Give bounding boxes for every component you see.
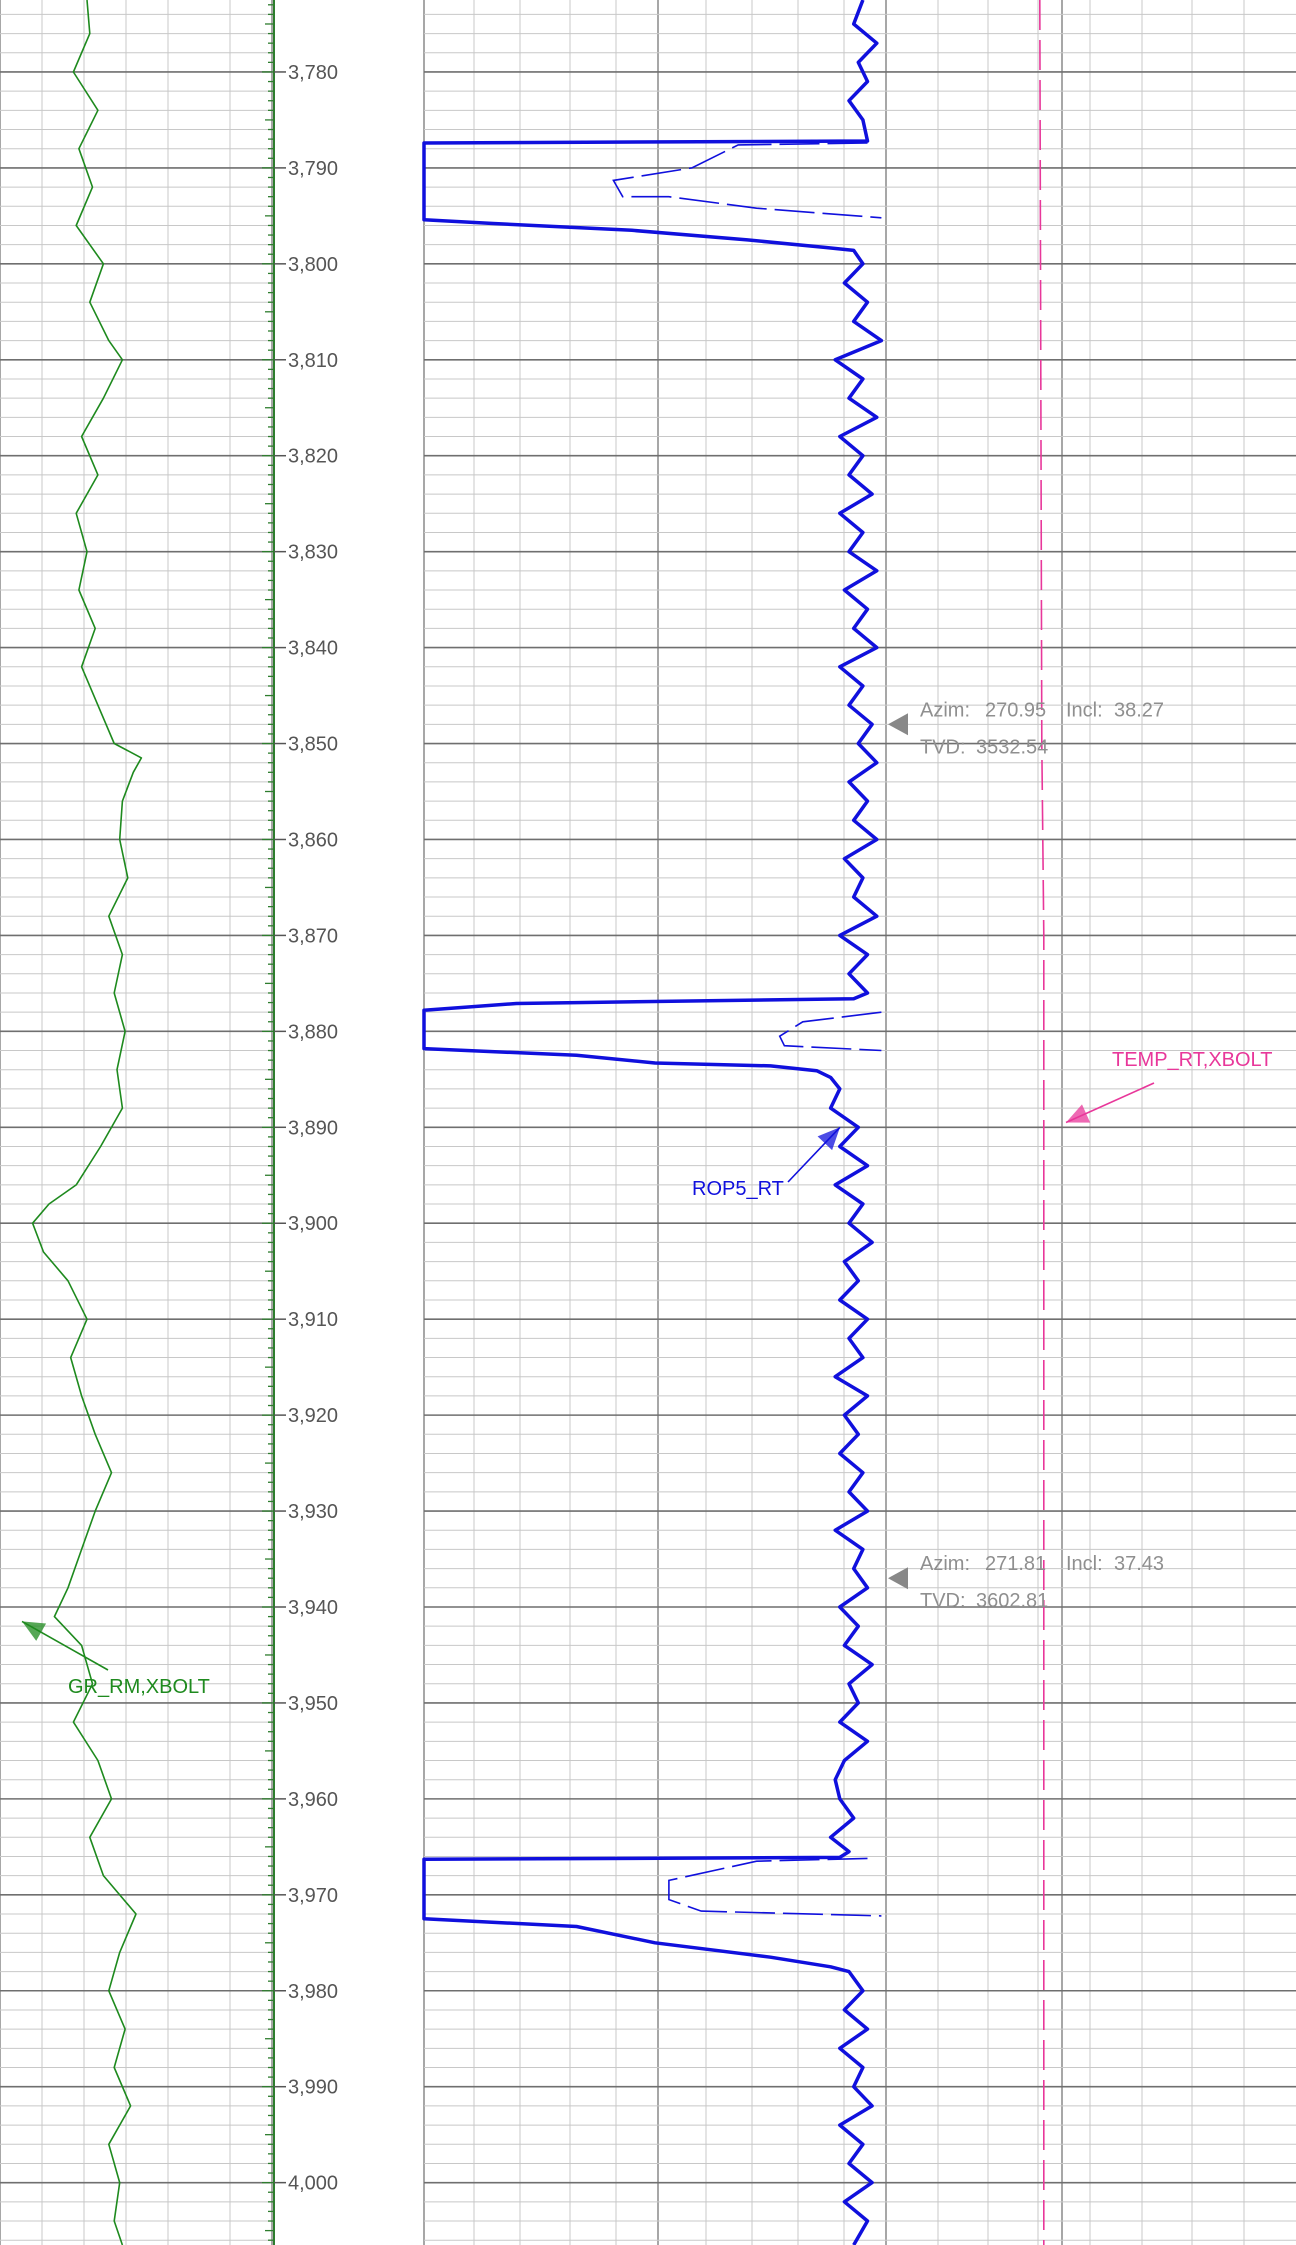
depth-tick-label: 3,810 [288, 350, 338, 372]
depth-tick-label: 3,950 [288, 1693, 338, 1715]
survey-marker-icon [888, 713, 908, 736]
tvd-label: TVD: [920, 1590, 966, 1612]
depth-tick-label: 3,860 [288, 829, 338, 851]
tvd-value: 3602.81 [976, 1590, 1048, 1612]
curves [31, 0, 1045, 2245]
incl-value: 38.27 [1114, 699, 1164, 721]
azim-value: 271.81 [985, 1553, 1046, 1575]
azim-value: 270.95 [985, 699, 1046, 721]
incl-label: Incl: [1066, 1553, 1103, 1575]
rop-secondary-curve [668, 1857, 882, 1917]
survey-marker-icon [888, 1567, 908, 1590]
depth-tick-label: 3,900 [288, 1213, 338, 1235]
rop-secondary-curve [778, 1011, 882, 1052]
curve-labels: GR_RM,XBOLT ROP5_RT TEMP_RT,XBOLT [21, 1049, 1272, 1698]
depth-tick-label: 3,830 [288, 542, 338, 564]
survey-annotations: Azim: 270.95 Incl: 38.27 TVD: 3532.54 Azim: 271… [888, 699, 1164, 1612]
depth-tick-label: 3,940 [288, 1597, 338, 1619]
depth-tick-label: 3,970 [288, 1885, 338, 1907]
depth-tick-label: 3,850 [288, 734, 338, 756]
rop-curve-label: ROP5_RT [692, 1178, 784, 1200]
depth-tick-label: 3,790 [288, 158, 338, 180]
rop-secondary-curve [612, 142, 882, 219]
depth-tick-label: 4,000 [288, 2173, 338, 2195]
tvd-value: 3532.54 [976, 736, 1048, 758]
rop-curve [422, 0, 884, 2245]
azim-label: Azim: [920, 699, 970, 721]
depth-tick-label: 3,980 [288, 1981, 338, 2003]
gr-curve-label: GR_RM,XBOLT [68, 1676, 210, 1698]
depth-tick-label: 3,890 [288, 1117, 338, 1139]
curve-label-arrow-icon [817, 1127, 840, 1151]
depth-tick-label: 3,910 [288, 1309, 338, 1331]
depth-tick-label: 3,780 [288, 62, 338, 84]
depth-tick-label: 3,820 [288, 446, 338, 468]
curve-label-arrow-icon [22, 1621, 47, 1641]
depth-tick-label: 3,870 [288, 925, 338, 947]
curve-label-arrow-icon [1066, 1104, 1091, 1123]
depth-tick-label: 3,880 [288, 1021, 338, 1043]
incl-label: Incl: [1066, 699, 1103, 721]
depth-track: 3,780 3,790 3,800 3,810 3,820 3,830 3,840 3,850… [262, 0, 338, 2245]
temp-curve [1039, 0, 1045, 2245]
depth-tick-label: 3,930 [288, 1501, 338, 1523]
depth-tick-label: 3,960 [288, 1789, 338, 1811]
depth-tick-label: 3,920 [288, 1405, 338, 1427]
depth-tick-label: 3,800 [288, 254, 338, 276]
depth-tick-label: 3,840 [288, 638, 338, 660]
incl-value: 37.43 [1114, 1553, 1164, 1575]
depth-tick-label: 3,990 [288, 2077, 338, 2099]
gr-curve [31, 0, 143, 2245]
tvd-label: TVD: [920, 736, 966, 758]
azim-label: Azim: [920, 1553, 970, 1575]
temp-curve-label: TEMP_RT,XBOLT [1112, 1049, 1272, 1071]
